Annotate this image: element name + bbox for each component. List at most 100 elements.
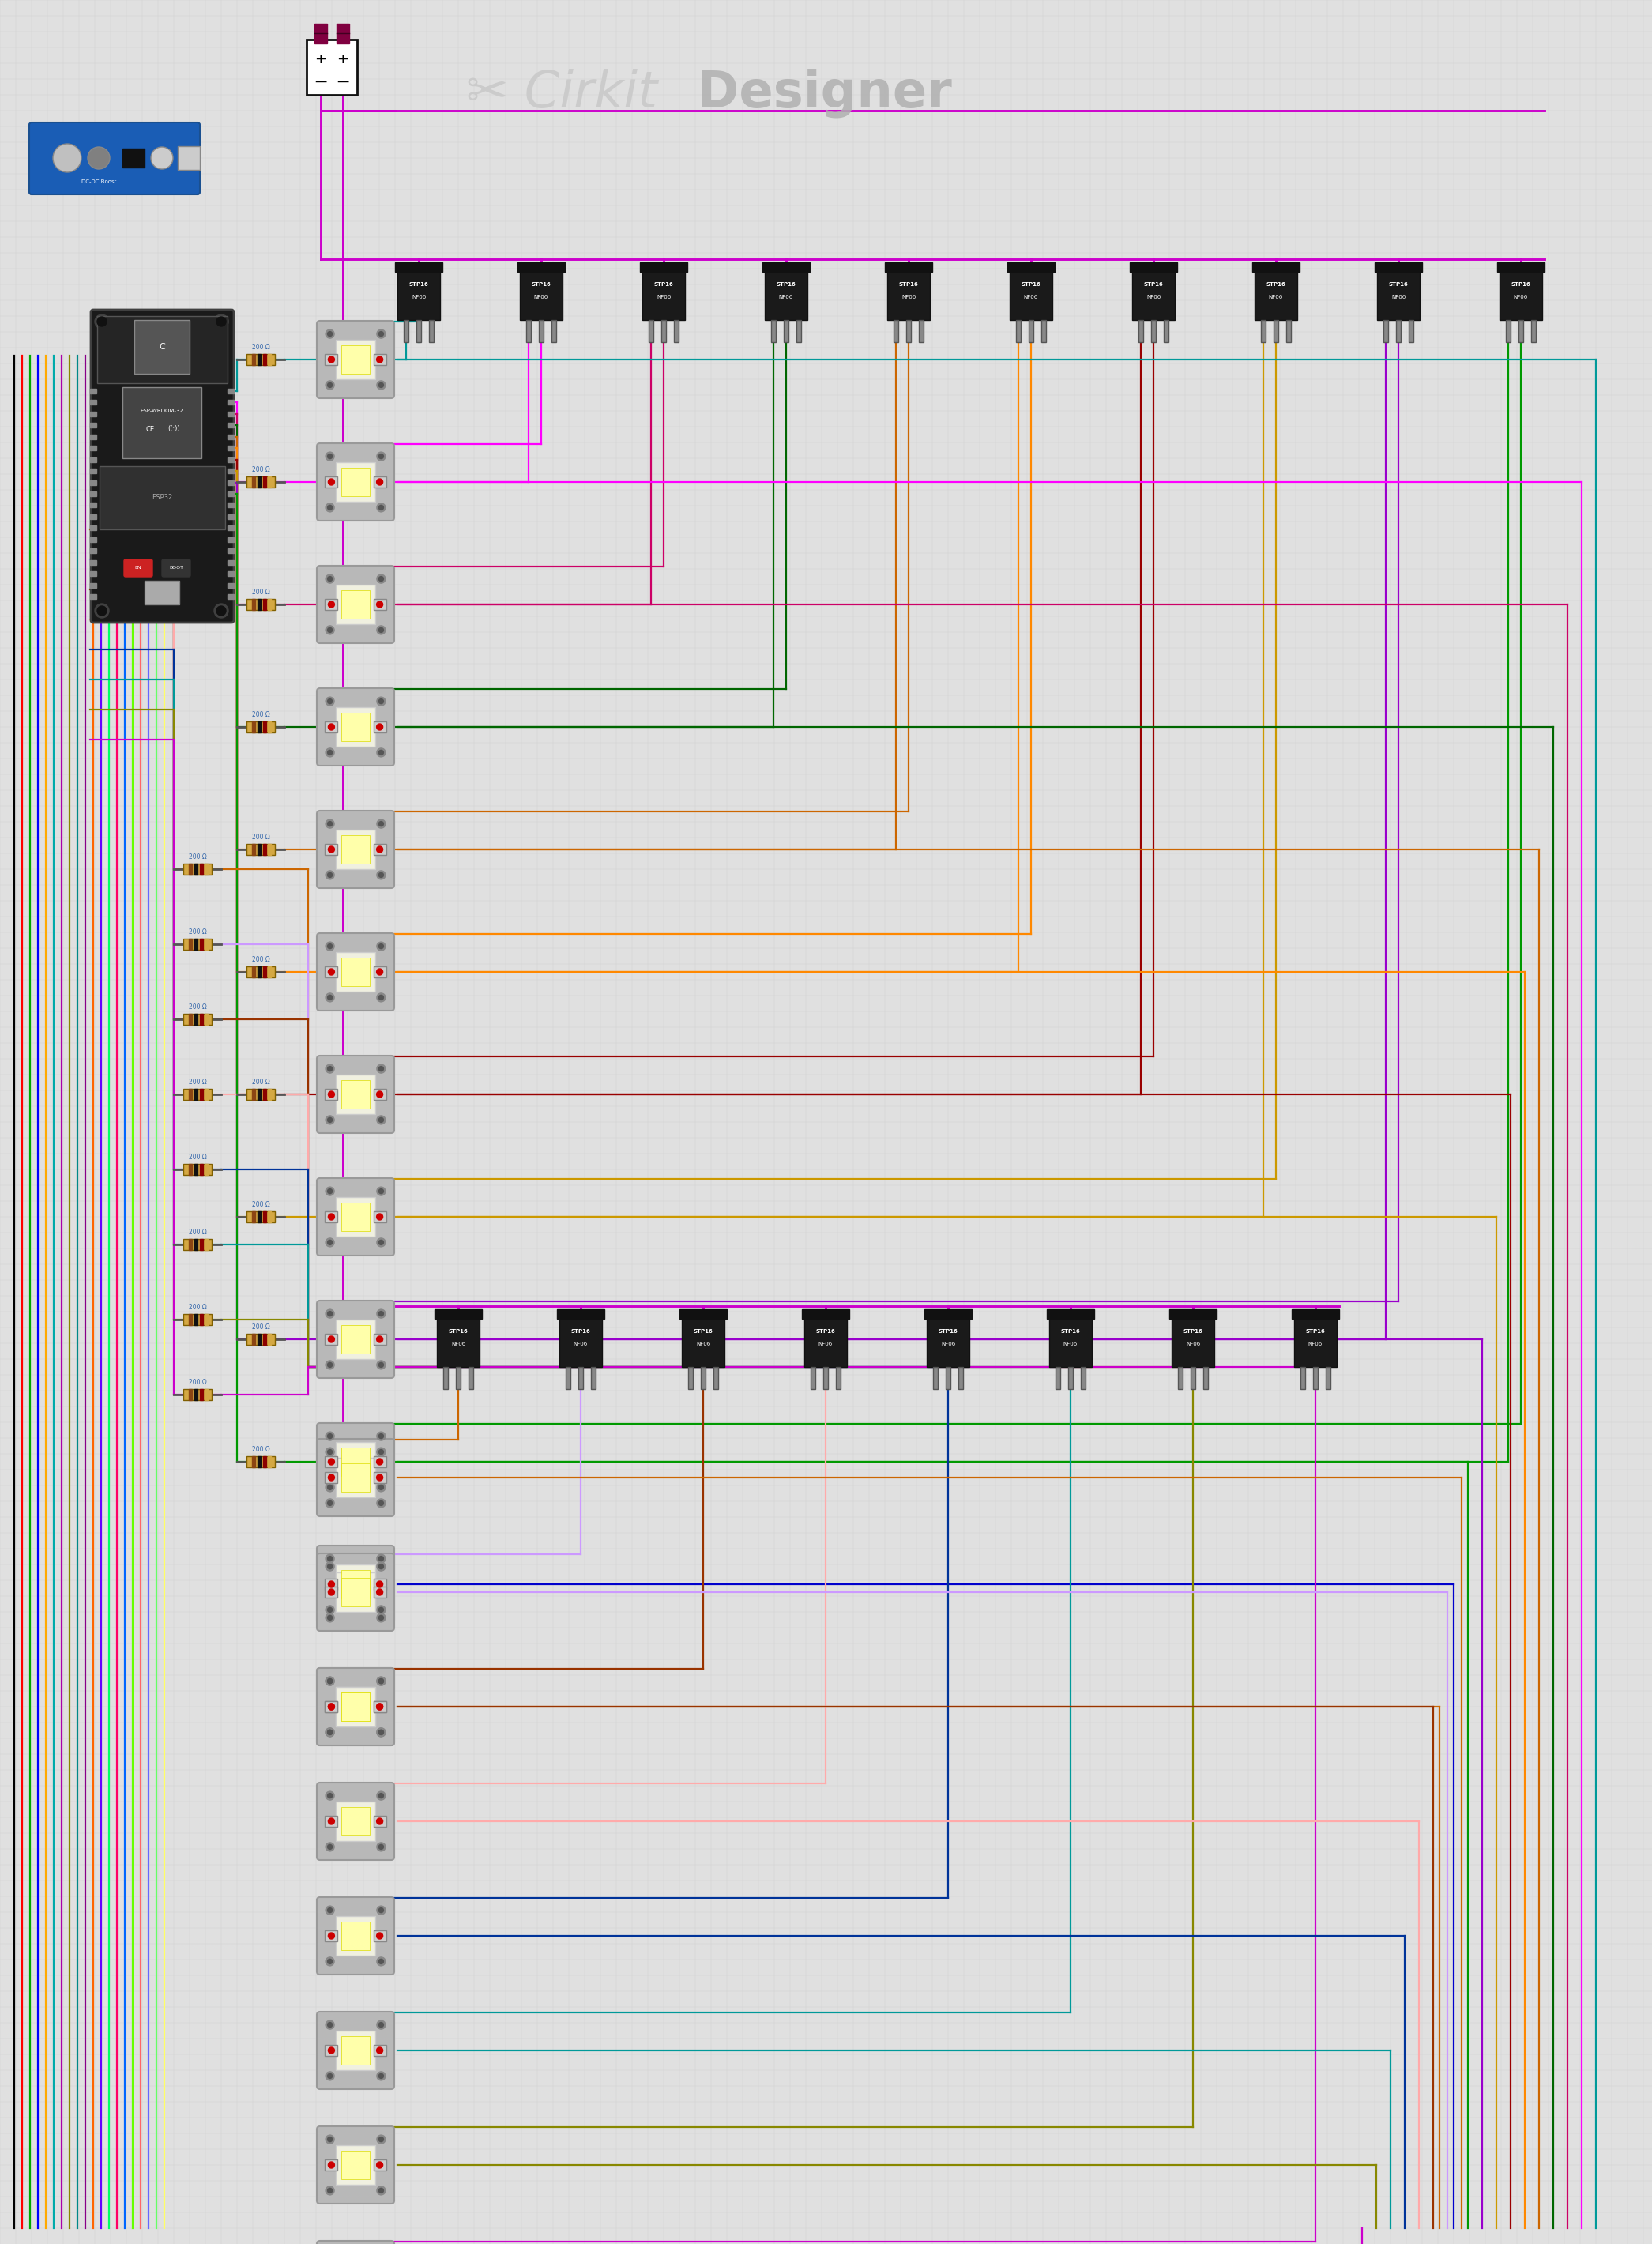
Text: 200 Ω: 200 Ω <box>188 1153 206 1160</box>
Text: DC-DC Boost: DC-DC Boost <box>81 180 116 184</box>
Bar <box>836 1367 841 1389</box>
Bar <box>188 938 192 949</box>
Text: 200 Ω: 200 Ω <box>251 467 269 473</box>
Bar <box>228 422 235 429</box>
Bar <box>1047 1308 1094 1319</box>
Bar <box>246 476 274 487</box>
Circle shape <box>378 2188 383 2192</box>
Bar <box>325 1456 337 1468</box>
Bar <box>1500 269 1543 321</box>
Text: STP16: STP16 <box>694 1328 714 1333</box>
Bar <box>91 435 96 440</box>
Circle shape <box>377 725 383 729</box>
Bar <box>1049 1315 1092 1367</box>
Circle shape <box>378 628 383 633</box>
Circle shape <box>327 505 332 509</box>
Circle shape <box>378 1362 383 1367</box>
Bar <box>253 1088 254 1100</box>
Circle shape <box>378 1189 383 1194</box>
Bar <box>91 422 96 429</box>
Bar <box>228 536 235 541</box>
Circle shape <box>378 1616 383 1620</box>
Bar <box>253 844 254 855</box>
FancyBboxPatch shape <box>317 1553 395 1631</box>
Bar <box>246 1088 274 1100</box>
Bar <box>527 321 530 341</box>
Bar <box>91 583 96 588</box>
Bar <box>1132 269 1175 321</box>
Bar <box>195 1165 198 1176</box>
Bar <box>1254 269 1297 321</box>
Bar <box>91 525 96 530</box>
Text: NF06: NF06 <box>902 294 915 298</box>
Bar <box>91 491 96 496</box>
Circle shape <box>325 2020 334 2029</box>
Circle shape <box>377 1447 385 1456</box>
Bar <box>325 844 337 855</box>
Bar <box>188 1315 192 1324</box>
Circle shape <box>327 749 332 754</box>
Bar <box>258 1333 261 1344</box>
Circle shape <box>377 1613 385 1622</box>
Text: NF06: NF06 <box>818 1342 833 1346</box>
Bar <box>97 316 228 384</box>
Circle shape <box>327 945 332 949</box>
FancyBboxPatch shape <box>317 1546 395 1622</box>
Bar <box>456 1367 461 1389</box>
Circle shape <box>327 1241 332 1245</box>
Text: STP16: STP16 <box>1389 283 1408 287</box>
Bar <box>1138 321 1143 341</box>
Bar <box>823 1367 828 1389</box>
Bar <box>205 1315 208 1324</box>
Circle shape <box>325 1447 334 1456</box>
Text: 200 Ω: 200 Ω <box>188 853 206 859</box>
Bar <box>765 269 808 321</box>
Circle shape <box>53 144 81 173</box>
Bar <box>342 1806 370 1836</box>
Bar <box>373 1212 387 1223</box>
Text: —: — <box>316 76 327 88</box>
Bar <box>263 1333 266 1344</box>
Bar <box>91 388 96 393</box>
Circle shape <box>325 819 334 828</box>
Circle shape <box>327 873 332 877</box>
Circle shape <box>377 1957 385 1966</box>
Bar <box>91 503 96 507</box>
Text: 200 Ω: 200 Ω <box>251 343 269 350</box>
Circle shape <box>378 1907 383 1912</box>
Bar <box>99 467 225 530</box>
Circle shape <box>377 601 383 608</box>
Bar <box>805 1315 847 1367</box>
Bar <box>263 1456 266 1468</box>
FancyBboxPatch shape <box>317 689 395 765</box>
FancyBboxPatch shape <box>317 1055 395 1133</box>
Circle shape <box>325 1499 334 1508</box>
Bar <box>258 967 261 978</box>
Bar <box>1080 1367 1085 1389</box>
Circle shape <box>378 749 383 754</box>
Bar <box>1163 321 1168 341</box>
Circle shape <box>327 1679 332 1683</box>
Circle shape <box>377 747 385 756</box>
Circle shape <box>325 1728 334 1737</box>
Circle shape <box>378 1564 383 1569</box>
Bar <box>258 1212 261 1223</box>
Text: 200 Ω: 200 Ω <box>188 1079 206 1086</box>
Circle shape <box>325 451 334 460</box>
Bar <box>335 1459 375 1497</box>
Bar <box>325 1701 337 1712</box>
FancyBboxPatch shape <box>317 444 395 521</box>
Bar <box>1409 321 1414 341</box>
Text: 200 Ω: 200 Ω <box>188 1230 206 1236</box>
Bar <box>246 720 274 732</box>
Circle shape <box>377 2186 385 2195</box>
Circle shape <box>327 1607 332 1611</box>
Bar <box>1016 321 1021 341</box>
Bar <box>1396 321 1401 341</box>
Bar <box>395 263 443 272</box>
Bar <box>253 1333 254 1344</box>
Circle shape <box>378 873 383 877</box>
FancyBboxPatch shape <box>317 321 395 397</box>
Bar <box>134 321 190 375</box>
Circle shape <box>325 381 334 390</box>
